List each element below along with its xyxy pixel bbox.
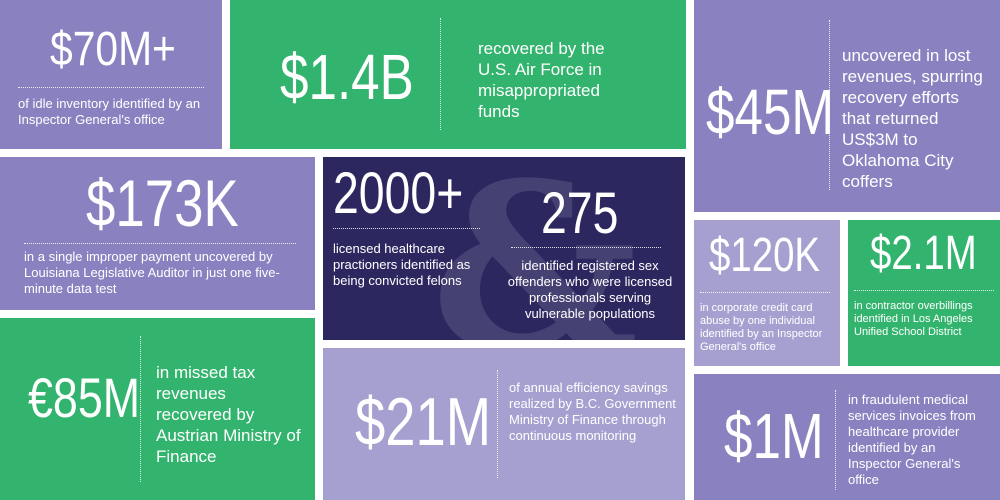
ampersand-graphic: & xyxy=(431,157,639,340)
stat-description: in corporate credit card abuse by one in… xyxy=(700,302,823,353)
stat-description-felons: licensed healthcare practioners identifi… xyxy=(333,241,471,288)
stat-description: uncovered in lost revenues, spurring rec… xyxy=(842,46,983,191)
stat-tile-efficiency-savings: $21M of annual efficiency savings realiz… xyxy=(323,348,685,500)
stat-value: $2.1M xyxy=(870,227,977,280)
stat-tile-healthcare-practitioners: & 2000+ licensed healthcare practioners … xyxy=(323,157,685,340)
stat-tile-idle-inventory: $70M+ of idle inventory identified by an… xyxy=(0,0,222,149)
divider xyxy=(440,18,441,130)
stat-value-felons: 2000+ xyxy=(333,161,464,226)
divider xyxy=(854,290,994,291)
stat-value-offenders: 275 xyxy=(541,181,619,246)
stat-tile-fraudulent-invoices: $1M in fraudulent medical services invoi… xyxy=(694,374,1000,500)
divider xyxy=(829,20,830,190)
stat-tile-credit-card-abuse: $120K in corporate credit card abuse by … xyxy=(694,220,840,366)
stat-value: $120K xyxy=(709,229,821,282)
stat-value: $1M xyxy=(724,400,824,472)
stat-value: $45M xyxy=(706,76,835,148)
stat-description: of annual efficiency savings realized by… xyxy=(509,380,676,443)
stat-value: $21M xyxy=(355,384,492,460)
divider xyxy=(511,247,661,248)
divider xyxy=(497,370,498,478)
stat-tile-contractor-overbillings: $2.1M in contractor overbillings identif… xyxy=(848,220,1000,366)
divider xyxy=(18,87,204,88)
divider xyxy=(700,292,830,293)
stat-tile-improper-payment: $173K in a single improper payment uncov… xyxy=(0,157,315,310)
stat-description: in a single improper payment uncovered b… xyxy=(24,249,280,296)
stat-description: of idle inventory identified by an Inspe… xyxy=(18,96,201,127)
stat-tile-air-force: $1.4B recovered by the U.S. Air Force in… xyxy=(230,0,686,149)
stat-tile-lost-revenues: $45M uncovered in lost revenues, spurrin… xyxy=(694,0,1000,212)
stat-description: in contractor overbillings identified in… xyxy=(854,300,973,338)
stat-value: $70M+ xyxy=(50,23,176,76)
stat-value: €85M xyxy=(28,366,141,429)
divider xyxy=(24,243,296,244)
stat-description: recovered by the U.S. Air Force in misap… xyxy=(478,39,605,121)
stat-description: in missed tax revenues recovered by Aust… xyxy=(156,363,301,466)
divider xyxy=(333,228,480,229)
stat-tile-tax-revenues: €85M in missed tax revenues recovered by… xyxy=(0,318,315,500)
stat-description-offenders: identified registered sex offenders who … xyxy=(507,258,673,321)
divider xyxy=(140,336,141,482)
stat-value: $1.4B xyxy=(280,41,414,113)
stat-value: $173K xyxy=(86,166,239,240)
stat-description: in fraudulent medical services invoices … xyxy=(848,392,976,487)
divider xyxy=(835,390,836,490)
